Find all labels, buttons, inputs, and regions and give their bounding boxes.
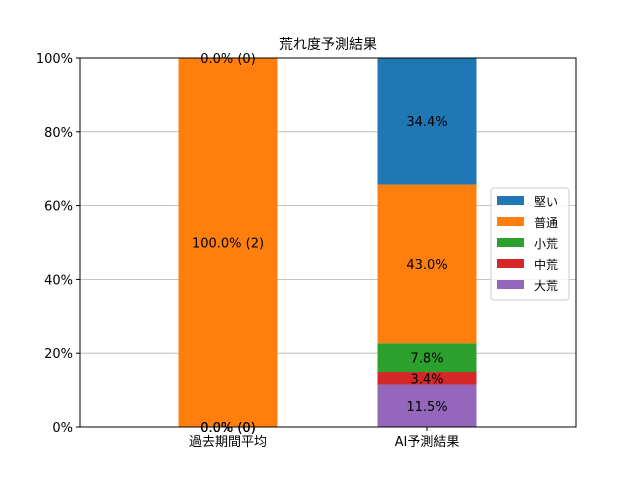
legend-swatch: [497, 259, 524, 268]
legend-box: [490, 187, 570, 301]
bar-segment: [377, 372, 477, 385]
data-label: 100.0% (2): [192, 237, 264, 252]
data-label: 34.4%: [406, 115, 447, 130]
bar-segment: [377, 343, 477, 373]
y-tick-label: 40%: [44, 273, 73, 288]
legend-swatch: [497, 238, 524, 247]
y-tick-label: 80%: [44, 126, 73, 141]
chart-title: 荒れ度予測結果: [279, 37, 377, 53]
bar-segment: [178, 58, 278, 427]
legend-label: 小荒: [534, 237, 558, 251]
bar-segment: [377, 184, 477, 344]
data-labels: 0.0% (0)0.0% (0)0.0% (0)100.0% (2)0.0% (…: [192, 52, 448, 436]
plot-frame: [79, 57, 577, 428]
y-tick-label: 0%: [52, 421, 73, 436]
y-tick-label: 100%: [36, 52, 73, 67]
y-tick-label: 20%: [44, 347, 73, 362]
legend-swatch: [497, 280, 524, 289]
data-label: 0.0% (0): [200, 52, 256, 67]
bars: [178, 57, 477, 427]
legend-label: 中荒: [534, 257, 558, 272]
data-label: 7.8%: [410, 352, 443, 367]
legend-label: 大荒: [534, 279, 558, 293]
legend-label: 堅い: [534, 195, 558, 209]
y-tick-label: 60%: [44, 200, 73, 215]
x-axis: 過去期間平均 AI予測結果: [189, 427, 459, 450]
data-label: 43.0%: [406, 258, 447, 273]
y-axis: 0% 20% 40% 60% 80% 100%: [36, 52, 80, 436]
legend-swatch: [497, 196, 524, 205]
x-tick-label: AI予測結果: [395, 435, 460, 450]
data-label: 11.5%: [406, 400, 447, 415]
bar-segment: [377, 57, 477, 185]
x-tick-label: 過去期間平均: [189, 435, 267, 450]
bar-segment: [377, 384, 477, 427]
legend-label: 普通: [534, 216, 558, 230]
data-label: 3.4%: [410, 372, 443, 387]
legend-swatch: [497, 217, 524, 226]
